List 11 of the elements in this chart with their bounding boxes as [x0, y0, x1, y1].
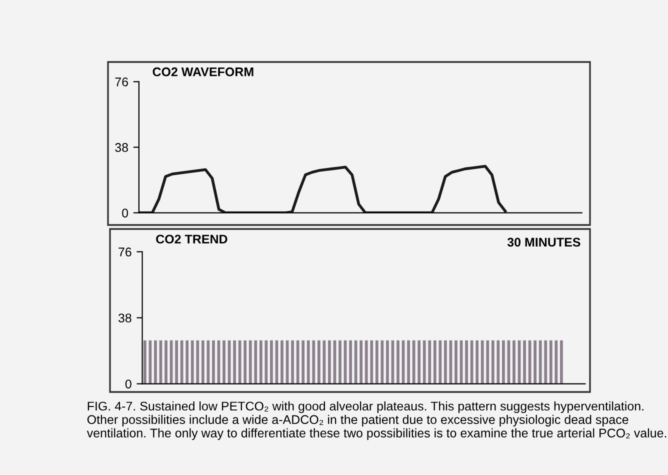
y-tick-label: 76	[118, 248, 132, 256]
chart-title: CO2 TREND	[156, 234, 228, 244]
y-tick-label: 0	[125, 380, 132, 388]
text: 30 MINUTES	[507, 238, 580, 247]
y-tick-label: 0	[122, 208, 128, 218]
chart-title: CO2 WAVEFORM	[152, 67, 254, 76]
y-tick-label: 38	[115, 143, 128, 152]
line-series	[138, 164, 507, 213]
y-tick-label: 76	[115, 78, 128, 86]
caption: FIG. 4-7. Sustained low PETCO₂ with good alveolar plateaus. This pattern suggests hyperventilation. Other possibilities include a wide a-ADCO₂ in the patient due to excessive physiologic dead space ventilation. The only way to differentiate these two possibilities is to examine the true arterial PCO₂ value.	[86, 401, 666, 440]
y-tick-label: 38	[118, 314, 132, 322]
